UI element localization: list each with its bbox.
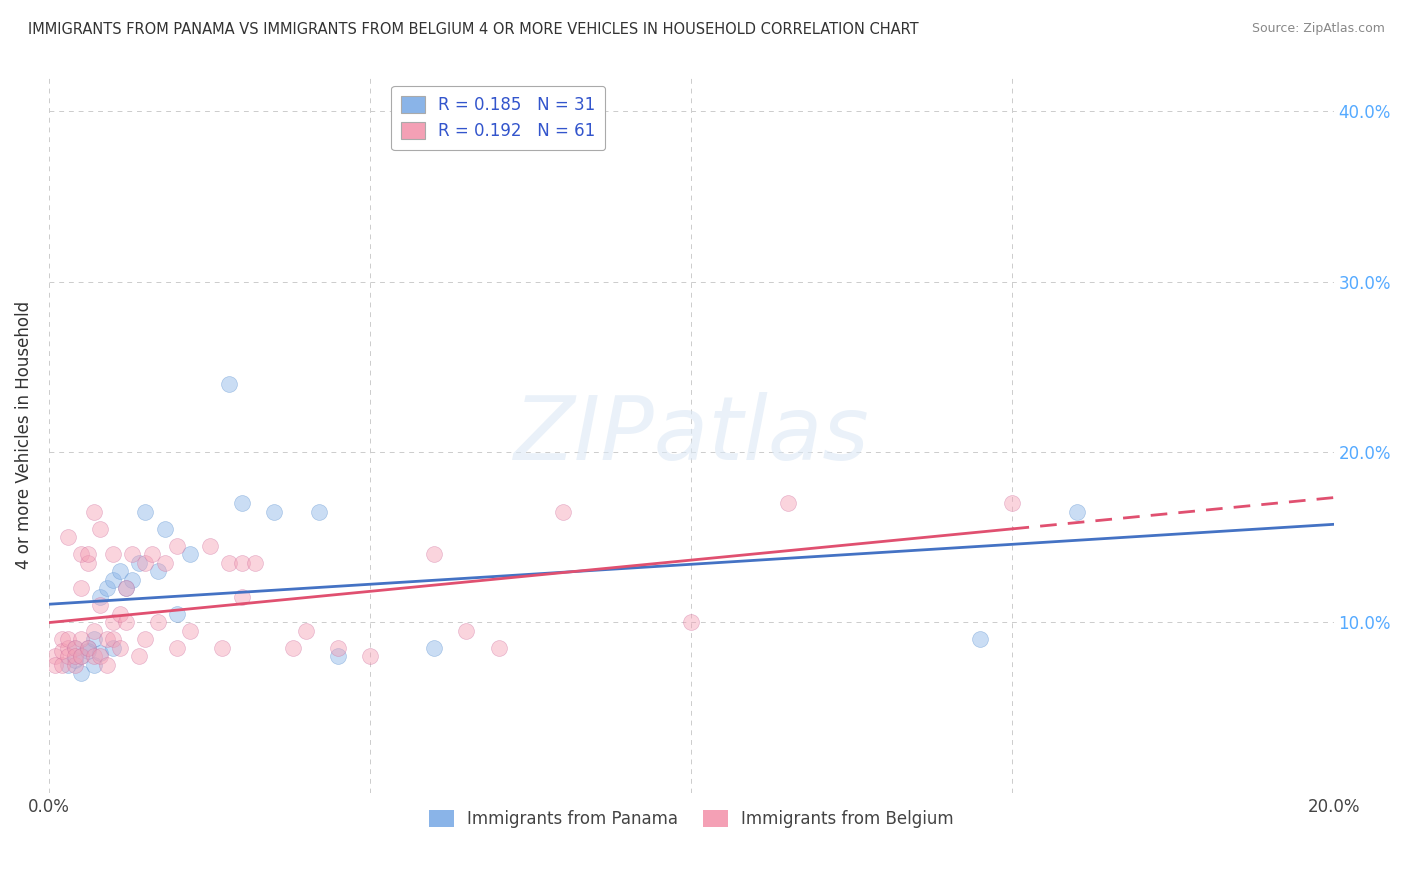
Point: [198, 539, 221, 553]
Point: [89, 590, 111, 604]
Text: Source: ZipAtlas.com: Source: ZipAtlas.com: [1251, 22, 1385, 36]
Text: ZIPatlas: ZIPatlas: [513, 392, 869, 478]
Y-axis label: 4 or more Vehicles in Household: 4 or more Vehicles in Household: [15, 301, 32, 569]
Point: [83, 624, 105, 638]
Point: [115, 582, 138, 596]
Point: [63, 657, 86, 672]
Point: [58, 632, 80, 647]
Point: [63, 640, 86, 655]
Point: [134, 632, 156, 647]
Point: [83, 505, 105, 519]
Legend: Immigrants from Panama, Immigrants from Belgium: Immigrants from Panama, Immigrants from …: [422, 803, 960, 834]
Point: [488, 640, 510, 655]
Point: [76, 547, 98, 561]
Point: [153, 556, 176, 570]
Point: [166, 640, 188, 655]
Point: [326, 640, 349, 655]
Point: [263, 505, 285, 519]
Point: [51, 657, 73, 672]
Point: [63, 640, 86, 655]
Point: [218, 376, 240, 391]
Point: [103, 573, 125, 587]
Point: [1001, 496, 1024, 510]
Point: [423, 640, 446, 655]
Point: [44, 649, 66, 664]
Point: [96, 582, 118, 596]
Point: [969, 632, 991, 647]
Point: [63, 649, 86, 664]
Point: [44, 657, 66, 672]
Point: [423, 547, 446, 561]
Point: [146, 564, 169, 578]
Point: [89, 646, 111, 660]
Point: [128, 556, 150, 570]
Point: [70, 582, 93, 596]
Point: [58, 657, 80, 672]
Point: [58, 530, 80, 544]
Point: [326, 649, 349, 664]
Point: [146, 615, 169, 630]
Point: [89, 522, 111, 536]
Point: [108, 564, 131, 578]
Point: [70, 649, 93, 664]
Point: [103, 632, 125, 647]
Point: [103, 640, 125, 655]
Point: [108, 607, 131, 621]
Point: [70, 666, 93, 681]
Point: [83, 657, 105, 672]
Point: [281, 640, 304, 655]
Point: [96, 657, 118, 672]
Point: [166, 539, 188, 553]
Point: [121, 547, 143, 561]
Point: [166, 607, 188, 621]
Point: [58, 640, 80, 655]
Point: [51, 632, 73, 647]
Point: [681, 615, 703, 630]
Point: [70, 547, 93, 561]
Point: [76, 640, 98, 655]
Point: [103, 615, 125, 630]
Point: [115, 615, 138, 630]
Point: [83, 632, 105, 647]
Point: [456, 624, 478, 638]
Text: IMMIGRANTS FROM PANAMA VS IMMIGRANTS FROM BELGIUM 4 OR MORE VEHICLES IN HOUSEHOL: IMMIGRANTS FROM PANAMA VS IMMIGRANTS FRO…: [28, 22, 918, 37]
Point: [179, 624, 201, 638]
Point: [128, 649, 150, 664]
Point: [218, 556, 240, 570]
Point: [359, 649, 381, 664]
Point: [1066, 505, 1088, 519]
Point: [776, 496, 799, 510]
Point: [76, 556, 98, 570]
Point: [103, 547, 125, 561]
Point: [551, 505, 574, 519]
Point: [231, 496, 253, 510]
Point: [51, 644, 73, 658]
Point: [108, 640, 131, 655]
Point: [308, 505, 330, 519]
Point: [141, 547, 163, 561]
Point: [231, 590, 253, 604]
Point: [89, 649, 111, 664]
Point: [96, 632, 118, 647]
Point: [153, 522, 176, 536]
Point: [231, 556, 253, 570]
Point: [179, 547, 201, 561]
Point: [211, 640, 233, 655]
Point: [121, 573, 143, 587]
Point: [58, 649, 80, 664]
Point: [134, 556, 156, 570]
Point: [295, 624, 318, 638]
Point: [76, 644, 98, 658]
Point: [134, 505, 156, 519]
Point: [243, 556, 266, 570]
Point: [89, 599, 111, 613]
Point: [83, 649, 105, 664]
Point: [63, 653, 86, 667]
Point: [70, 632, 93, 647]
Point: [70, 649, 93, 664]
Point: [76, 640, 98, 655]
Point: [115, 582, 138, 596]
